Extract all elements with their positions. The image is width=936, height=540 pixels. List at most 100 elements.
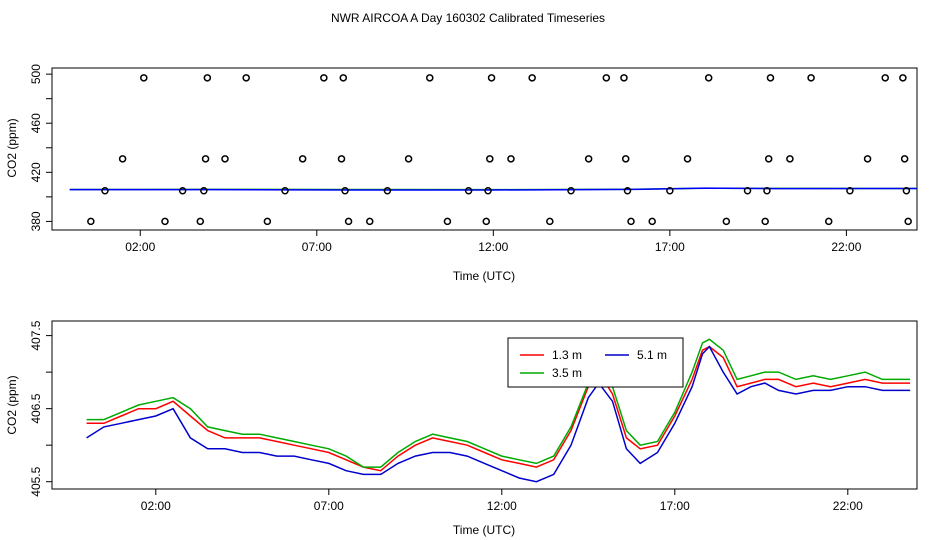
flag-point (200, 186, 208, 195)
flag-point (339, 74, 348, 82)
series-layer (86, 338, 911, 483)
flag-point (201, 155, 210, 163)
legend-label: 1.3 m (552, 348, 582, 362)
y-tick-label: 405.5 (29, 466, 43, 496)
series-layer (69, 187, 918, 191)
flag-point (764, 155, 773, 163)
flag-point (118, 155, 127, 163)
flag-point (242, 74, 250, 82)
flag-point (87, 217, 95, 226)
flag-point (722, 217, 731, 226)
legend: 1.3 m 3.5 m 5.1 m (507, 337, 684, 388)
flag-point (766, 74, 775, 82)
x-axis-ticks: 02:00 07:00 12:00 17:00 22:00 (141, 489, 863, 513)
flag-point (484, 186, 492, 195)
y-tick-label: 500 (29, 64, 43, 84)
flag-point (178, 186, 187, 195)
flag-point (807, 74, 815, 82)
flag-point (443, 217, 452, 226)
flag-point (383, 186, 392, 195)
flag-point (900, 155, 909, 163)
flag-point (763, 186, 771, 195)
flag-point (482, 217, 491, 226)
x-axis-label: Time (UTC) (453, 269, 515, 283)
x-tick-label: 22:00 (833, 499, 863, 513)
flag-point (486, 155, 494, 163)
flag-point (627, 217, 635, 226)
x-tick-label: 07:00 (302, 240, 332, 254)
flag-point (344, 217, 353, 226)
flag-point (761, 217, 769, 226)
flag-point (743, 186, 752, 195)
y-tick-label: 420 (29, 162, 43, 182)
flag-point (899, 74, 907, 82)
co2-timeseries-panel: Time (UTC) CO2 (ppm) 02:00 07:00 12:00 17:0… (5, 320, 918, 537)
flag-point (341, 186, 349, 195)
flag-point (904, 217, 912, 226)
flag-points-layer (87, 74, 912, 226)
flag-point (786, 155, 794, 163)
plot-frame (51, 320, 918, 490)
flag-point (203, 74, 212, 82)
y-axis-ticks: 405.5 406.5 407.5 (29, 320, 52, 497)
flag-point (824, 217, 833, 226)
y-axis-label: CO2 (ppm) (5, 375, 19, 434)
x-tick-label: 22:00 (831, 240, 861, 254)
figure-title: NWR AIRCOA A Day 160302 Calibrated Times… (331, 11, 605, 25)
flag-point (263, 217, 272, 226)
flag-point (621, 155, 630, 163)
flag-point (196, 217, 205, 226)
flag-point (602, 74, 611, 82)
flag-point (161, 217, 169, 226)
x-tick-label: 02:00 (141, 499, 171, 513)
y-axis-ticks: 380 420 460 500 (29, 64, 52, 231)
series-line (86, 345, 911, 472)
series-line (86, 345, 911, 483)
flag-point (546, 217, 554, 226)
flag-point (320, 74, 328, 82)
flag-point (507, 155, 515, 163)
y-tick-label: 406.5 (29, 393, 43, 423)
y-axis-label: CO2 (ppm) (5, 118, 19, 177)
y-tick-label: 380 (29, 211, 43, 231)
flag-point (863, 155, 872, 163)
x-tick-label: 12:00 (478, 240, 508, 254)
flag-point (281, 186, 289, 195)
flag-point (584, 155, 593, 163)
flag-point (337, 155, 346, 163)
x-tick-label: 17:00 (660, 499, 690, 513)
flag-point (528, 74, 536, 82)
flag-point (648, 217, 656, 226)
x-axis-label: Time (UTC) (453, 523, 515, 537)
flag-point (683, 155, 692, 163)
x-tick-label: 02:00 (125, 240, 155, 254)
x-axis-ticks: 02:00 07:00 12:00 17:00 22:00 (125, 230, 862, 254)
legend-box (507, 337, 684, 388)
flag-point (101, 186, 109, 195)
x-tick-label: 17:00 (655, 240, 685, 254)
flag-point (620, 74, 628, 82)
plot-frame (51, 67, 918, 231)
y-tick-label: 460 (29, 113, 43, 133)
flag-scatter-panel: Time (UTC) CO2 (ppm) 02:00 07:00 12:00 17:0… (5, 64, 918, 283)
flag-point (404, 155, 413, 163)
flag-point (140, 74, 148, 82)
flag-point (221, 155, 229, 163)
flag-point (881, 74, 889, 82)
flag-point (846, 186, 854, 195)
series-line (86, 338, 911, 468)
flag-point (902, 186, 911, 195)
y-tick-label: 407.5 (29, 320, 43, 350)
x-tick-label: 07:00 (314, 499, 344, 513)
flag-point (426, 74, 434, 82)
x-tick-label: 12:00 (487, 499, 517, 513)
flag-point (464, 186, 473, 195)
flag-point (666, 186, 674, 195)
flag-point (366, 217, 374, 226)
flag-point (567, 186, 575, 195)
flag-point (298, 155, 307, 163)
flag-point (704, 74, 713, 82)
legend-label: 3.5 m (552, 366, 582, 380)
